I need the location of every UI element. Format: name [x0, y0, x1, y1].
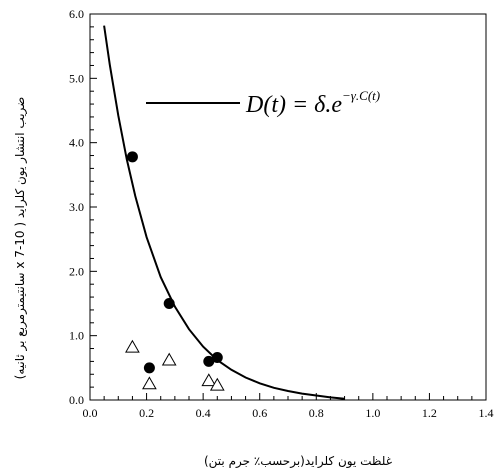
y-tick-label: 3.0 [69, 200, 84, 214]
data-point-triangle [125, 339, 140, 353]
x-tick-label: 0.8 [309, 406, 324, 420]
y-tick-label: 6.0 [69, 7, 84, 21]
data-point-triangle [142, 376, 157, 390]
x-tick-label: 1.4 [479, 406, 494, 420]
legend-label: D(t) = δ.e−γ.C(t) [245, 88, 380, 118]
data-point-circle [126, 151, 138, 163]
y-axis-title: ضریب انتشار یون کلراید ( 10-7 x سانتیمتر… [13, 97, 28, 380]
data-point-triangle [201, 373, 217, 387]
plot-area-frame [89, 13, 487, 401]
legend: D(t) = δ.e−γ.C(t) [146, 88, 380, 118]
y-tick-label: 1.0 [69, 329, 84, 343]
data-point-circle [163, 298, 175, 309]
y-tick-label: 0.0 [69, 393, 84, 407]
data-point-circle [211, 352, 223, 364]
data-point-circle [203, 355, 215, 367]
y-tick-label: 5.0 [69, 71, 84, 85]
x-tick-label: 0.6 [252, 406, 267, 420]
x-tick-label: 0.0 [83, 406, 98, 420]
data-point-triangle [209, 377, 225, 391]
data-point-circle [143, 362, 155, 374]
fitted-curve [103, 25, 345, 400]
data-point-triangle [161, 352, 177, 366]
y-tick-label: 2.0 [69, 264, 84, 278]
x-axis-title: غلظت یون کلراید(برحسب٪ جرم بتن) [204, 454, 392, 469]
y-tick-label: 4.0 [69, 136, 84, 150]
x-tick-label: 1.0 [365, 406, 380, 420]
x-tick-label: 0.2 [139, 406, 154, 420]
x-tick-label: 0.4 [196, 406, 211, 420]
x-tick-label: 1.2 [422, 406, 437, 420]
